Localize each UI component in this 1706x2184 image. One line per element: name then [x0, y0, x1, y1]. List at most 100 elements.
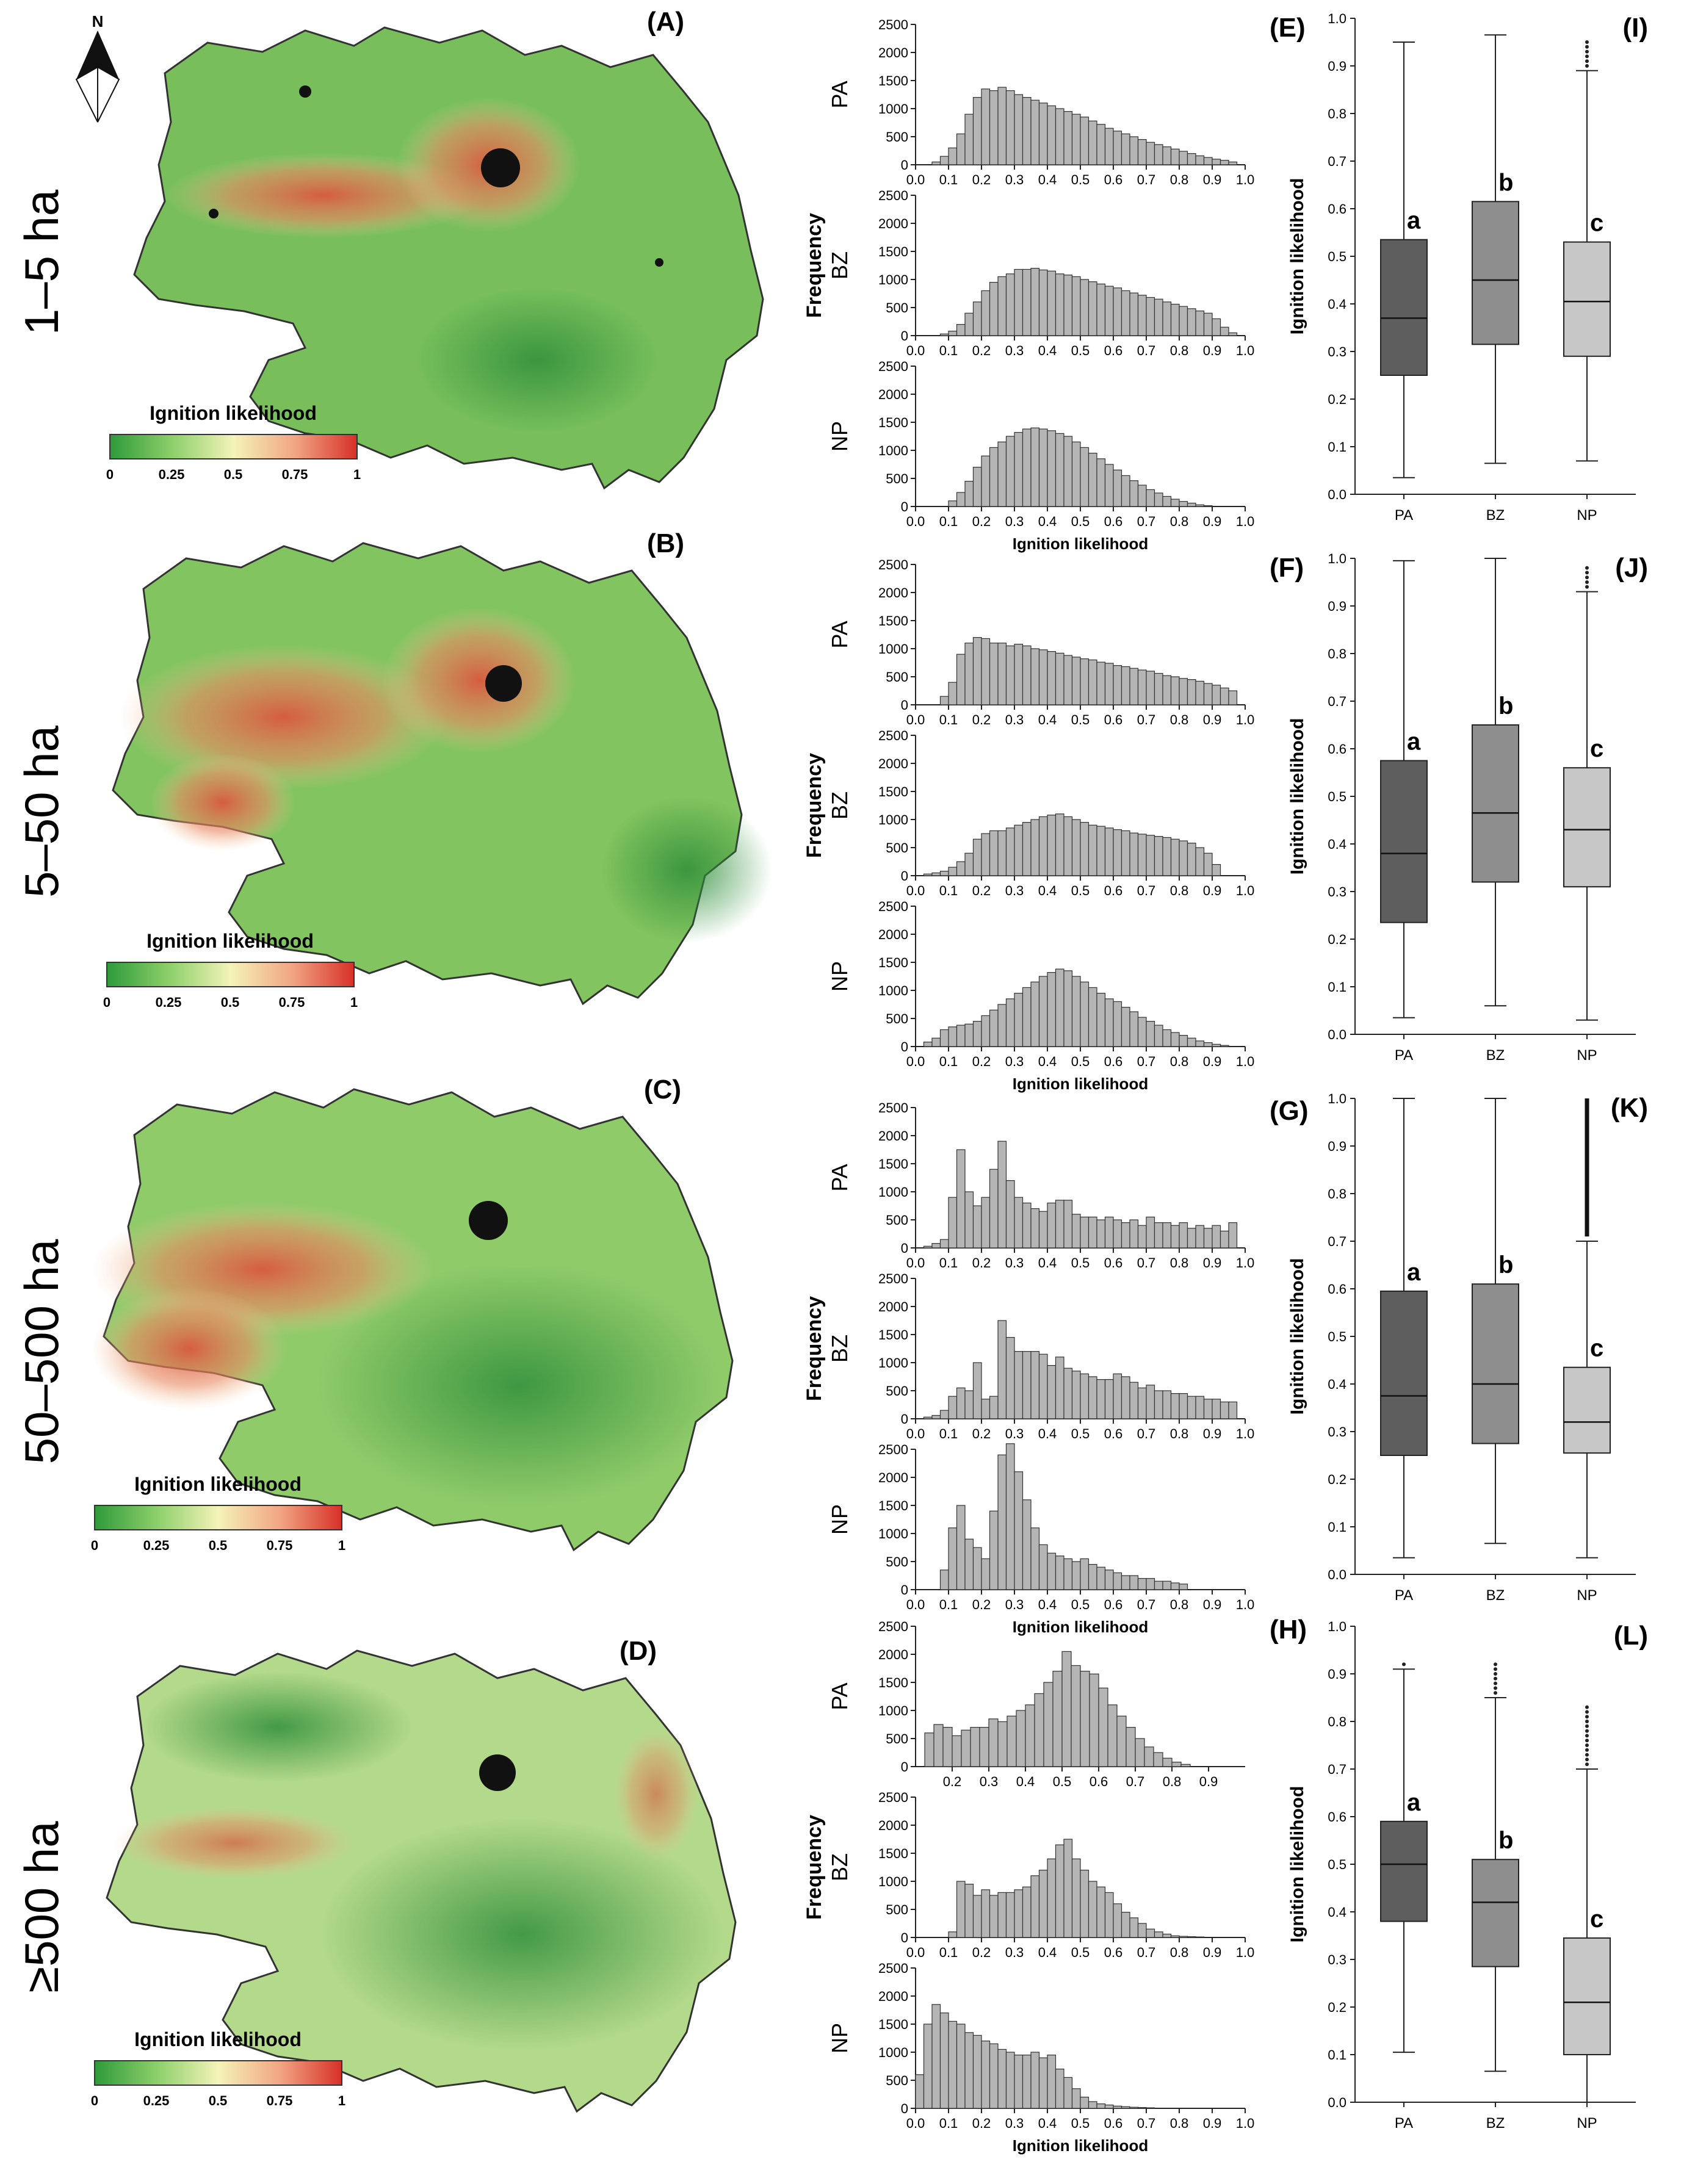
y-tick-label: 0.9: [1328, 1667, 1346, 1682]
histogram-bar: [1121, 1006, 1130, 1047]
x-tick-label: 0.7: [1137, 883, 1156, 898]
legend-tick: 1: [338, 2093, 345, 2108]
histogram-bar: [948, 1026, 958, 1047]
panel-label: (A): [647, 7, 684, 37]
panel-label: (K): [1611, 1093, 1648, 1123]
histogram-bar: [1129, 1382, 1139, 1419]
histogram-bz: BZ 0 500 1000 1500 2000 2500 0.0 0.1 0.2 0.3 0.4 0.5…: [827, 188, 1254, 358]
histogram-bar: [1171, 1762, 1182, 1767]
histogram-bar: [1137, 139, 1147, 165]
histogram-bar: [1179, 1393, 1188, 1419]
x-tick-label: 0.9: [1203, 1945, 1222, 1960]
y-tick-label: 0.9: [1328, 1139, 1346, 1154]
histogram-bar: [956, 1149, 966, 1249]
histogram-bar: [956, 861, 966, 876]
histogram-bar: [1038, 649, 1048, 705]
histogram-bar: [1055, 968, 1064, 1047]
x-tick-label: 0.7: [1137, 1255, 1156, 1270]
histogram-bar: [1104, 128, 1114, 165]
histogram-bar: [1170, 1393, 1180, 1419]
box-bz: b BZ: [1472, 1098, 1519, 1604]
x-tick-label: 1.0: [1236, 1597, 1255, 1612]
histogram-bar: [1153, 1752, 1163, 1767]
row-500ha-plus: ≥500 ha: [15, 1821, 68, 1993]
histogram-bar: [1055, 1555, 1064, 1590]
histogram-bar: [1088, 1376, 1097, 1419]
row-1-5ha: 1–5 ha: [15, 189, 68, 335]
histogram-bar: [981, 1197, 991, 1249]
outlier-point: [1494, 1691, 1497, 1695]
histogram-bar: [956, 323, 966, 336]
x-tick-label: 0.1: [939, 1945, 958, 1960]
histogram-bar: [1055, 1357, 1064, 1419]
y-tick-label: 0.7: [1328, 1234, 1346, 1249]
significance-letter: c: [1590, 210, 1603, 237]
histogram-np: NP 0 500 1000 1500 2000 2500 0.0 0.1 0.2 0.3 0.4 0.5…: [827, 359, 1254, 553]
histogram-bar: [1030, 427, 1040, 507]
histogram-bar: [964, 1538, 974, 1590]
legend-title: Ignition likelihood: [134, 1473, 302, 1495]
x-tick-label: 0.5: [1071, 1597, 1090, 1612]
x-tick-label: 0.5: [1071, 343, 1090, 358]
histogram-bar: [1137, 485, 1147, 507]
histogram-bar: [1162, 837, 1172, 876]
histogram-pa: PA 0 500 1000 1500 2000 2500 0.0 0.1 0.2 0.3 0.4 0.5…: [827, 557, 1254, 727]
y-tick-label: 500: [886, 1902, 908, 1917]
y-tick-label: 1000: [878, 812, 908, 827]
histogram-bar: [956, 654, 966, 705]
histogram-pa: PA 0 500 1000 1500 2000 2500 0.0 0.1 0.2 0.3 0.4 0.5…: [827, 17, 1254, 187]
x-tick-label: 0.4: [1038, 1945, 1057, 1960]
x-tick-label: 0.2: [972, 1426, 991, 1441]
histogram-bar: [1096, 826, 1106, 876]
y-tick-label: 0.9: [1328, 599, 1346, 614]
histogram-bar: [931, 1415, 941, 1419]
x-tick-label: 1.0: [1236, 1255, 1255, 1270]
histogram-bar: [1121, 2106, 1130, 2109]
histogram-bar: [1014, 1889, 1024, 1938]
x-tick-label: 1.0: [1236, 712, 1255, 727]
box-pa: a PA: [1380, 1662, 1428, 2132]
y-tick-label: 0: [901, 697, 908, 713]
histogram-bar: [1137, 1923, 1147, 1938]
histogram-bar: [1022, 428, 1032, 507]
x-tick-label: 0.3: [1005, 2116, 1024, 2131]
y-tick-label: 1.0: [1328, 11, 1346, 26]
histogram-bar: [997, 441, 1007, 507]
histogram-bar: [1195, 1396, 1205, 1419]
y-tick-label: 1500: [878, 955, 908, 970]
histogram-bar: [1005, 2052, 1015, 2109]
histogram-bar: [1179, 151, 1188, 165]
x-tick-label: 0.7: [1137, 514, 1156, 529]
histogram-bar: [1005, 998, 1015, 1047]
histogram-bar: [1080, 1558, 1090, 1590]
x-tick-label: 0.1: [939, 1426, 958, 1441]
histogram-bar: [1220, 326, 1229, 336]
map-urban-area: [469, 1201, 508, 1240]
histogram-np: NP 0 500 1000 1500 2000 2500 0.0 0.1 0.2 0.3 0.4 0.5…: [827, 1442, 1254, 1636]
x-tick-label: 0.2: [972, 712, 991, 727]
x-axis-label: Ignition likelihood: [1013, 2136, 1148, 2155]
y-tick-label: 0: [901, 1241, 908, 1256]
histogram-bar: [1080, 1373, 1090, 1419]
histogram-bar: [1121, 475, 1130, 507]
y-tick-label: 500: [886, 1213, 908, 1228]
histogram-bar: [1096, 2103, 1106, 2109]
x-tick-label: 0.4: [1038, 1597, 1057, 1612]
outlier-point: [1585, 1748, 1589, 1752]
histogram-bar: [1071, 1214, 1081, 1249]
histogram-bar: [1038, 816, 1048, 876]
x-tick-label: 0.3: [1005, 1426, 1024, 1441]
histogram-bar: [1030, 1875, 1040, 1938]
histogram-bar: [1043, 1682, 1054, 1767]
histogram-bar: [956, 1881, 966, 1938]
histogram-bar: [964, 480, 974, 507]
histogram-bar: [1121, 1376, 1130, 1419]
y-tick-label: 2500: [878, 359, 908, 374]
histogram-bar: [1047, 1858, 1057, 1938]
legend-tick: 0.75: [279, 995, 305, 1010]
histogram-bar: [1154, 672, 1163, 705]
histogram-bar: [964, 643, 974, 705]
north-label: N: [92, 12, 104, 31]
histogram-bar: [1071, 1858, 1081, 1938]
